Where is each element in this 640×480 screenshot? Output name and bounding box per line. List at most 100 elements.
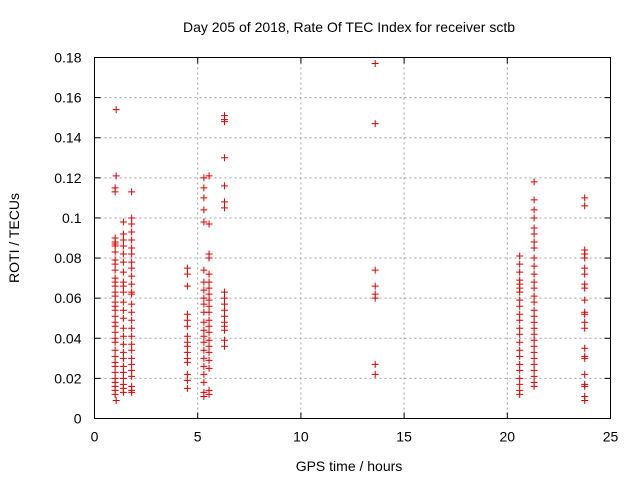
data-point [221, 154, 229, 162]
data-point [119, 374, 127, 382]
data-point [200, 286, 208, 294]
data-point [530, 262, 538, 270]
data-point [128, 366, 136, 374]
data-point [128, 346, 136, 354]
data-point [119, 236, 127, 244]
data-point [119, 314, 127, 322]
y-tick-label: 0 [74, 411, 82, 427]
data-point [119, 250, 127, 258]
x-tick-label: 5 [194, 429, 202, 445]
data-point [200, 266, 208, 274]
data-point [516, 252, 524, 260]
data-point [119, 288, 127, 296]
data-point [530, 298, 538, 306]
data-point [128, 258, 136, 266]
data-point [221, 326, 229, 334]
data-point [128, 272, 136, 280]
data-point [119, 268, 127, 276]
data-point [111, 322, 119, 330]
data-point [119, 388, 127, 396]
data-point [128, 220, 136, 228]
data-point [200, 392, 208, 400]
data-point [205, 328, 213, 336]
data-point [371, 370, 379, 378]
data-point [200, 338, 208, 346]
data-point [516, 316, 524, 324]
y-tick-label: 0.06 [54, 290, 81, 306]
data-point [581, 310, 589, 318]
data-point [111, 292, 119, 300]
data-point [111, 338, 119, 346]
data-point [516, 324, 524, 332]
data-point [119, 258, 127, 266]
data-point [205, 220, 213, 228]
data-point [221, 204, 229, 212]
data-point [112, 396, 120, 404]
y-tick-label: 0.08 [54, 250, 81, 266]
data-point [183, 342, 191, 350]
data-point [516, 338, 524, 346]
data-point [111, 306, 119, 314]
data-point [128, 236, 136, 244]
data-point [200, 370, 208, 378]
data-point [200, 206, 208, 214]
data-point [371, 294, 379, 302]
plot-frame [94, 57, 611, 419]
data-point [205, 356, 213, 364]
data-point [111, 390, 119, 398]
data-point [183, 376, 191, 384]
data-point [111, 368, 119, 376]
data-point [516, 268, 524, 276]
data-point [581, 382, 589, 390]
data-point [183, 310, 191, 318]
data-point [530, 348, 538, 356]
data-point [200, 332, 208, 340]
data-point [119, 354, 127, 362]
data-point [128, 388, 136, 396]
data-point [516, 360, 524, 368]
data-point [200, 326, 208, 334]
x-axis-label: GPS time / hours [296, 458, 403, 474]
grid-layer [94, 57, 611, 419]
data-point [205, 316, 213, 324]
data-point [112, 106, 120, 114]
data-point [371, 120, 379, 128]
data-point [205, 364, 213, 372]
y-tick-label: 0.04 [54, 330, 81, 346]
data-point [111, 248, 119, 256]
data-point [221, 312, 229, 320]
data-point [205, 308, 213, 316]
data-point [128, 372, 136, 380]
data-point [128, 316, 136, 324]
data-point [128, 214, 136, 222]
data-point [200, 300, 208, 308]
data-point [200, 354, 208, 362]
data-point [581, 270, 589, 278]
data-point [119, 332, 127, 340]
data-point [371, 360, 379, 368]
data-point [200, 346, 208, 354]
data-point [530, 278, 538, 286]
data-point [183, 322, 191, 330]
data-point [530, 312, 538, 320]
data-point [112, 172, 120, 180]
data-point [111, 328, 119, 336]
data-point [183, 370, 191, 378]
data-point [183, 282, 191, 290]
data-point [200, 294, 208, 302]
data-point [128, 360, 136, 368]
data-point [119, 368, 127, 376]
data-point [581, 370, 589, 378]
data-point [183, 264, 191, 272]
data-point [530, 324, 538, 332]
chart-title: Day 205 of 2018, Rate Of TEC Index for r… [183, 19, 515, 35]
x-tick-label: 25 [603, 429, 619, 445]
data-point [111, 242, 119, 250]
tick-layer: 0 5 10 15 20 25 0 0.02 0.04 0.06 0.08 0.1 0.12 0.14 0.… [54, 50, 618, 445]
data-point [516, 346, 524, 354]
data-point [530, 318, 538, 326]
data-point [128, 250, 136, 258]
data-point [128, 300, 136, 308]
data-point [530, 336, 538, 344]
